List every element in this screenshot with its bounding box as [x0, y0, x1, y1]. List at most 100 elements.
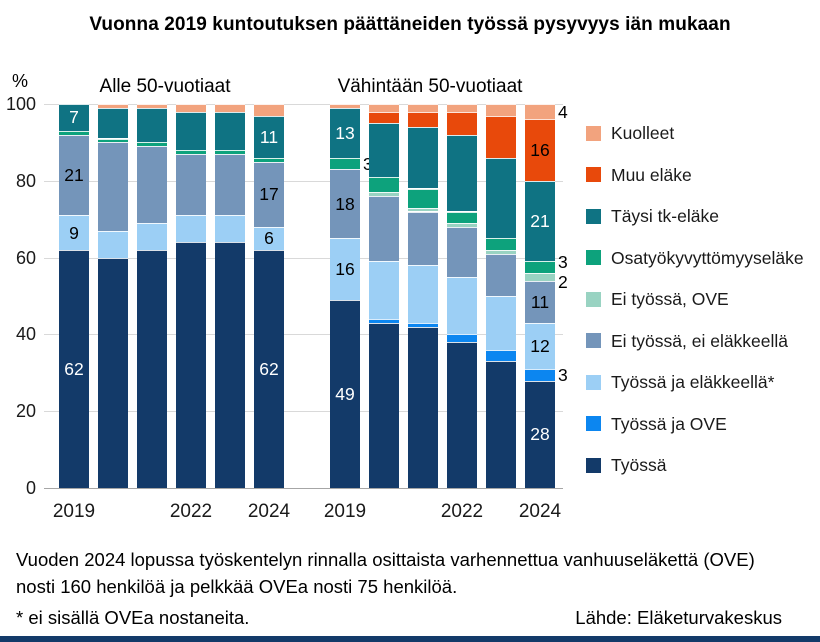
bar-segment-tyossa [330, 299, 360, 488]
bar-segment-tyossa [369, 322, 399, 488]
group-title: Alle 50-vuotiaat [99, 76, 231, 97]
gridline-100 [44, 104, 563, 105]
legend-swatch-ei-tyossa-ei-elakkeella [586, 333, 601, 348]
bar-segment-taysi-tk-elake [447, 134, 477, 212]
chart-title: Vuonna 2019 kuntoutuksen päättäneiden ty… [89, 14, 731, 35]
bar-data-label: 21 [64, 165, 84, 185]
bar-segment-taysi-tk-elake [176, 111, 206, 151]
bar-segment-taysi-tk-elake [525, 180, 555, 262]
bar-segment-osatyokyvyttomyyselake [215, 150, 245, 154]
bar-segment-tyossa-ja-elakkeella [525, 322, 555, 369]
bar-segment-ei-tyossa-ei-elakkeella [525, 280, 555, 323]
bar-segment-tyossa-ja-elakkeella [176, 215, 206, 243]
bar-segment-tyossa-ja-elakkeella [137, 223, 167, 250]
bar-segment-osatyokyvyttomyyselake [447, 211, 477, 223]
bar-data-label: 16 [530, 140, 550, 161]
bar-segment-ei-tyossa-ei-elakkeella [59, 134, 89, 216]
y-tick-label: 100 [5, 94, 36, 114]
bar-segment-tyossa [447, 342, 477, 488]
bar-data-label: 4 [558, 101, 568, 122]
legend-swatch-osatyokyvyttomyyselake [586, 250, 601, 265]
legend-swatch-kuolleet [586, 125, 601, 141]
bar-data-label: 62 [64, 359, 84, 379]
bar-data-label: 11 [530, 291, 550, 312]
legend-swatch-ei-tyossa-ove [586, 291, 601, 307]
bar-segment-taysi-tk-elake [59, 104, 89, 131]
bar-data-label: 3 [558, 252, 568, 273]
bar-segment-ei-tyossa-ove [447, 223, 477, 227]
bar-segment-kuolleet [254, 104, 284, 116]
bar-segment-ei-tyossa-ei-elakkeella [137, 146, 167, 223]
bar-segment-kuolleet [525, 104, 555, 120]
x-tick-label: 2019 [323, 501, 367, 522]
bar-segment-taysi-tk-elake [486, 157, 516, 239]
bar-segment-tyossa-ja-ove [447, 334, 477, 343]
y-tick-label: 40 [15, 324, 36, 345]
bar-segment-kuolleet [369, 104, 399, 112]
bar-data-label: 18 [335, 193, 355, 214]
legend-label-taysi-tk-elake: Täysi tk-eläke [611, 206, 719, 226]
bar-segment-osatyokyvyttomyyselake [59, 130, 89, 135]
y-axis-unit-label: % [12, 71, 29, 91]
bar-segment-muu-elake [369, 111, 399, 124]
bar-segment-tyossa-ja-elakkeella [486, 296, 516, 350]
bar-segment-tyossa-ja-ove [486, 349, 516, 362]
bar-segment-ei-tyossa-ove [408, 207, 438, 212]
legend-label-osatyokyvyttomyyselake: Osatyökyvyttömyyseläke [611, 247, 804, 268]
bottom-brand-bar [0, 636, 820, 642]
bar-segment-tyossa-ja-ove [525, 369, 555, 381]
bar-segment-tyossa [137, 249, 167, 488]
bar-segment-kuolleet [486, 104, 516, 116]
bar-segment-taysi-tk-elake [254, 115, 284, 158]
bar-segment-tyossa-ja-elakkeella [447, 276, 477, 335]
footer-note: Vuoden 2024 lopussa työskentelyn rinnall… [16, 549, 755, 597]
bar-segment-ei-tyossa-ove [525, 273, 555, 281]
bar-segment-ei-tyossa-ove [369, 192, 399, 197]
bar-segment-taysi-tk-elake [330, 107, 360, 158]
bar-segment-osatyokyvyttomyyselake [369, 177, 399, 193]
bar-segment-osatyokyvyttomyyselake [98, 138, 128, 143]
bar-segment-osatyokyvyttomyyselake [486, 238, 516, 250]
bar-segment-muu-elake [486, 115, 516, 158]
bar-segment-tyossa-ja-ove [408, 322, 438, 327]
bar-data-label: 12 [530, 335, 550, 356]
bar-data-label: 28 [530, 424, 550, 445]
legend-swatch-tyossa [586, 457, 601, 473]
bar-segment-ei-tyossa-ei-elakkeella [408, 211, 438, 266]
source-label: Lähde: Eläketurvakeskus [575, 607, 782, 628]
bar-segment-tyossa-ja-elakkeella [98, 230, 128, 258]
x-tick-label: 2022 [440, 501, 484, 522]
bar-data-label: 17 [259, 184, 279, 205]
bar-segment-tyossa-ja-ove [369, 319, 399, 323]
x-tick-label: 2019 [52, 501, 96, 522]
footnote-text: * ei sisällä OVEa nostaneita. [16, 607, 250, 628]
legend-label-ei-tyossa-ove: Ei työssä, OVE [611, 289, 729, 309]
y-tick-label: 60 [15, 247, 36, 268]
bar-segment-kuolleet [447, 104, 477, 112]
bar-segment-tyossa [486, 361, 516, 488]
x-tick-label: 2024 [247, 501, 291, 522]
y-tick-label: 80 [15, 170, 36, 191]
legend-swatch-muu-elake [586, 167, 601, 182]
bar-segment-taysi-tk-elake [369, 123, 399, 177]
bar-segment-tyossa [408, 326, 438, 488]
bar-segment-osatyokyvyttomyyselake [408, 188, 438, 208]
legend-label-muu-elake: Muu eläke [611, 164, 692, 185]
gridline-60 [44, 257, 563, 259]
bar-data-label: 16 [335, 259, 355, 280]
bar-segment-ei-tyossa-ei-elakkeella [447, 226, 477, 277]
bar-segment-tyossa [59, 249, 89, 488]
bar-segment-ei-tyossa-ei-elakkeella [176, 153, 206, 216]
bar-segment-ei-tyossa-ei-elakkeella [486, 253, 516, 296]
x-tick-label: 2024 [518, 501, 562, 522]
y-tick-label: 20 [15, 401, 36, 422]
bar-segment-tyossa-ja-elakkeella [59, 215, 89, 250]
bar-data-label: 21 [530, 211, 550, 232]
gridline-40 [44, 334, 563, 336]
bar-segment-ei-tyossa-ove [486, 249, 516, 254]
bar-segment-kuolleet [176, 104, 206, 112]
gridline-80 [44, 180, 563, 182]
legend-swatch-taysi-tk-elake [586, 208, 601, 224]
